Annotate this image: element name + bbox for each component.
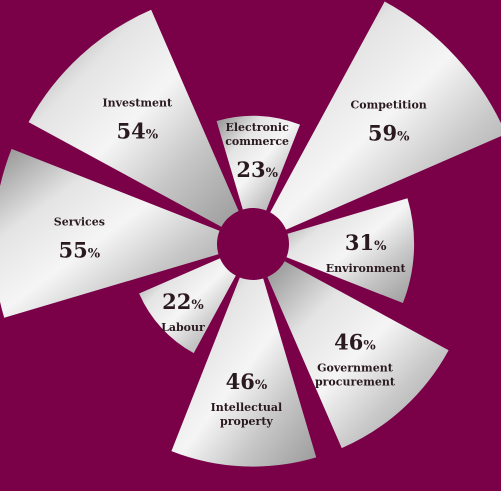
category-label-intellectual-property: property bbox=[220, 415, 273, 428]
category-label-competition: Competition bbox=[351, 99, 427, 112]
category-label-labour: Labour bbox=[161, 321, 205, 334]
value-label-intellectual-property: 46% bbox=[226, 369, 268, 394]
center-hub bbox=[217, 208, 289, 280]
wedge-electronic-commerce bbox=[216, 115, 301, 213]
wedge-government-procurement bbox=[266, 260, 449, 449]
category-label-electronic-commerce: Electronic bbox=[225, 121, 289, 134]
wedge-environment bbox=[284, 198, 415, 304]
category-label-government-procurement: Government bbox=[317, 361, 394, 374]
value-label-competition: 59% bbox=[368, 121, 410, 146]
value-label-labour: 22% bbox=[162, 289, 204, 314]
wedge-investment bbox=[28, 9, 240, 228]
value-label-services: 55% bbox=[59, 237, 101, 262]
category-label-electronic-commerce: commerce bbox=[225, 135, 289, 148]
value-label-electronic-commerce: 23% bbox=[236, 157, 278, 182]
wedge-group bbox=[0, 1, 501, 467]
value-label-government-procurement: 46% bbox=[334, 329, 376, 354]
category-label-environment: Environment bbox=[326, 262, 407, 275]
category-label-intellectual-property: Intellectual bbox=[211, 401, 283, 414]
category-label-government-procurement: procurement bbox=[315, 375, 396, 388]
wedge-labour bbox=[139, 257, 237, 354]
wedge-services bbox=[0, 148, 222, 318]
value-label-environment: 31% bbox=[345, 230, 387, 255]
wedge-intellectual-property bbox=[171, 275, 317, 467]
category-label-investment: Investment bbox=[103, 97, 173, 110]
wedge-competition bbox=[269, 1, 501, 231]
value-label-investment: 54% bbox=[116, 119, 158, 144]
category-label-services: Services bbox=[54, 215, 105, 228]
